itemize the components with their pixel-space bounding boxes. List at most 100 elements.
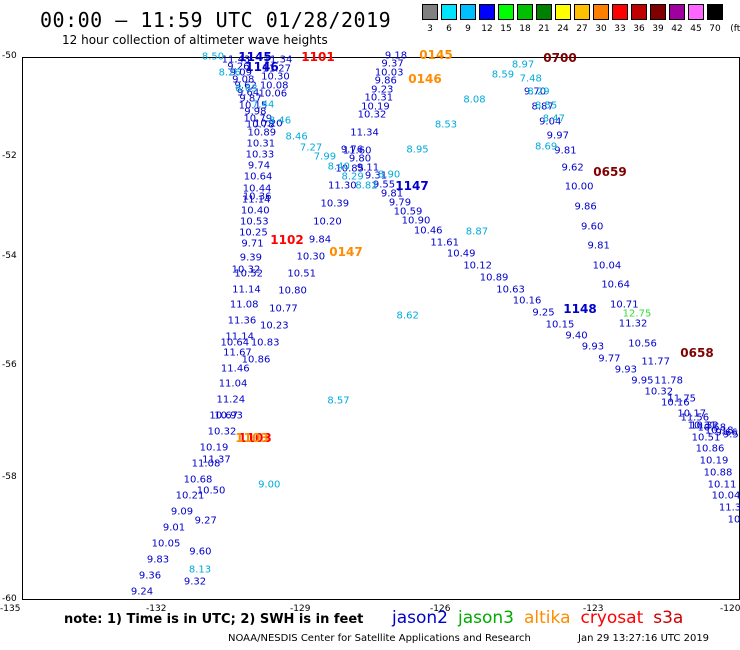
wave-height-jason2: 9.77 [598,353,621,365]
pass-time-label: 0147 [329,245,363,259]
wave-height-jason2: 9.31 [364,170,388,182]
lat-tick-label: -52 [2,151,17,161]
legend-entry: jason3 [458,608,514,628]
lat-tick-label: -58 [2,472,17,482]
pass-time-label: 1147 [395,179,429,193]
wave-height-jason2: 9.74 [247,160,271,172]
scale-swatch [669,4,685,20]
wave-height-jason2: 10.16 [512,295,542,307]
wave-height-jason2: 9.81 [554,145,577,157]
wave-height-jason2: 9.60 [189,546,212,558]
wave-height-jason2: 9.25 [532,307,555,319]
wave-height-jason2: 9.86 [374,75,397,87]
wave-height-altika: 8.47 [542,113,565,125]
wave-height-jason2: 10.06 [258,88,288,100]
scale-label: 42 [671,24,683,34]
wave-height-jason2: 9.27 [194,515,217,527]
wave-height-jason2: 10.31 [364,92,394,104]
wave-height-jason2: 9.79 [388,197,412,209]
wave-height-altika: 8.95 [406,144,429,156]
wave-height-jason2: 9.64 [236,87,260,99]
wave-height-jason2: 10.79 [243,113,273,125]
wave-height-altika: 7.48 [519,73,542,85]
wave-height-jason2: 11.61 [430,237,460,249]
scale-label: 18 [519,24,531,34]
wave-height-jason2: 10.25 [239,227,268,239]
wave-height-altika: 8.46 [268,115,292,127]
wave-height-altika: 8.50 [201,51,225,63]
pass-time-label: 1103 [238,431,272,445]
wave-height-jason2: 10.51 [691,432,721,444]
wave-height-jason2: 10.50 [196,485,226,497]
scale-label: (ft) [730,24,740,34]
wave-height-jason2: 10.83 [250,337,280,349]
wave-height-jason3: 12.75 [622,308,652,320]
wave-height-altika: 8.82 [355,180,378,192]
wave-height-altika: 8.62 [396,310,419,322]
lat-tick-label: -50 [2,51,17,61]
wave-height-jason2: 10.20 [313,216,342,228]
wave-height-jason2: 10.16 [660,397,690,409]
wave-height-jason2: 9.23 [371,84,394,96]
wave-height-altika: 8.69 [535,141,558,153]
wave-height-jason2: 9.39 [239,252,263,264]
wave-height-altika: 7.44 [252,99,275,111]
scale-label: 6 [446,24,452,34]
wave-height-altika: 8.08 [463,94,486,106]
wave-height-jason2: 10.20 [253,118,283,130]
wave-height-altika: 8.63 [235,83,258,95]
scale-label: 3 [427,24,433,34]
scale-swatch [555,4,571,20]
scale-swatch [650,4,666,20]
scale-swatch [441,4,457,20]
wave-height-altika: 8.59 [491,69,515,81]
wave-height-jason2: 10.63 [496,284,525,296]
wave-height-jason2: 10.04 [592,260,622,272]
wave-height-jason2: 10.11 [707,479,737,491]
pass-time-label: 1103 [235,431,269,445]
wave-height-jason2: 10.21 [175,490,205,502]
scale-swatch [612,4,628,20]
wave-height-jason2: 9.09 [170,506,194,518]
wave-height-jason2: 9.81 [587,240,610,252]
wave-height-jason2: 10.19 [199,442,229,454]
scale-swatch [498,4,514,20]
wave-height-jason2: 9.40 [565,330,588,342]
wave-height-jason2: 11.34 [263,54,293,66]
wave-height-jason2: 11.08 [229,299,259,311]
lon-tick-label: -129 [290,604,311,614]
lon-tick-label: -120 [720,604,740,614]
wave-height-jason2: 10.40 [240,205,270,217]
scale-label: 9 [465,24,471,34]
wave-height-jason2: 10.05 [151,538,181,550]
wave-height-jason2: 10.58 [697,422,727,434]
wave-height-jason2: 10.90 [401,215,431,227]
lon-tick-label: -126 [430,604,451,614]
wave-height-altika: 8.57 [327,395,350,407]
scale-swatch [688,4,704,20]
scale-label: 36 [633,24,645,34]
satellite-legend: jason2 jason3 altika cryosat s3a [392,608,693,628]
wave-height-jason2: 10.89 [479,272,509,284]
wave-height-jason2: 11.04 [218,378,248,390]
scale-label: 33 [614,24,626,34]
wave-height-jason2: 10.30 [296,251,326,263]
wave-height-altika: 8.29 [527,86,550,98]
wave-height-jason2: 10.12 [463,260,492,272]
wave-height-jason2: 10.64 [601,279,630,291]
wave-height-jason2: 10.15 [238,100,268,112]
pass-time-label: 1146 [245,60,279,74]
wave-height-jason2: 10.64 [243,171,273,183]
wave-height-altika: 9.00 [258,479,281,491]
wave-height-jason2: 10.59 [393,206,423,218]
wave-height-jason2: 10.19 [699,455,729,467]
wave-height-jason2: 10.32 [231,264,261,276]
wave-height-altika: 7.99 [313,151,337,163]
legend-entry: cryosat [580,608,644,628]
wave-height-jason2: 10.17 [677,408,707,420]
wave-height-jason2: 9.11 [356,162,380,174]
wave-height-jason2: 11.43 [221,54,251,66]
wave-height-altika: 8.13 [188,564,212,576]
wave-height-jason2: 9.66 [715,427,738,439]
wave-height-jason2: 9.93 [581,341,605,353]
